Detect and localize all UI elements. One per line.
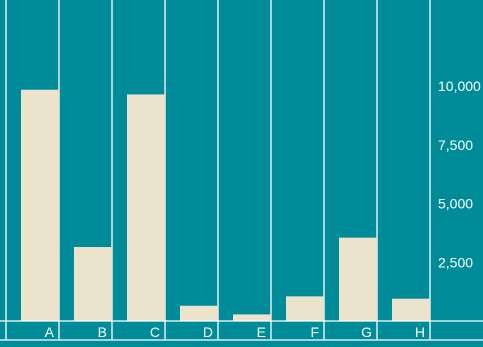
y-tick-label: 7,500 (438, 137, 473, 153)
category-label-E: E (257, 324, 266, 340)
y-axis-tick-labels: 2,500 5,000 7,500 10,000 (438, 78, 481, 270)
category-label-A: A (45, 324, 55, 340)
bar-G (339, 237, 377, 321)
category-label-G: G (361, 324, 372, 340)
bar-D (180, 305, 218, 321)
y-tick-label: 10,000 (438, 78, 481, 94)
bar-B (74, 247, 112, 321)
bar-E (233, 314, 271, 321)
category-label-B: B (98, 324, 107, 340)
bar-F (286, 296, 324, 321)
bar-A (21, 89, 59, 321)
category-label-F: F (310, 324, 319, 340)
category-label-H: H (415, 324, 425, 340)
x-axis (0, 320, 483, 341)
category-labels: A B C D E F G H (45, 324, 425, 340)
gridlines (5, 0, 431, 340)
bar-H (392, 298, 430, 321)
category-label-C: C (150, 324, 160, 340)
category-label-D: D (203, 324, 213, 340)
y-tick-label: 2,500 (438, 254, 473, 270)
bars (21, 89, 430, 321)
bar-C (127, 94, 165, 321)
y-tick-label: 5,000 (438, 196, 473, 212)
